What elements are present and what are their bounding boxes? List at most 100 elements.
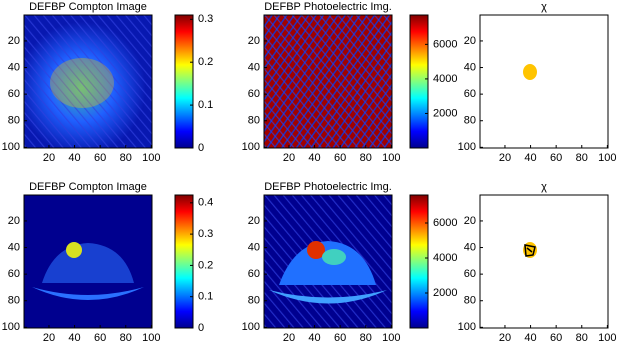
y-tick-label: 20	[464, 215, 476, 227]
x-tick-label: 20	[43, 332, 55, 344]
colorbar	[174, 194, 194, 329]
image-blob	[523, 64, 537, 80]
colorbar-tick-label: 0	[198, 142, 204, 154]
y-tick-label: 80	[248, 115, 260, 127]
x-tick-label: 40	[524, 332, 536, 344]
y-tick-label: 100	[242, 141, 260, 153]
y-tick-label: 100	[2, 141, 20, 153]
image	[24, 15, 152, 148]
x-tick-label: 20	[499, 332, 511, 344]
image-shape	[269, 290, 387, 304]
image	[523, 64, 537, 80]
image-texture	[264, 15, 392, 148]
axes-box	[263, 14, 393, 149]
panel-title: DEFBP Compton Image	[29, 181, 147, 193]
x-tick-label: 60	[94, 332, 106, 344]
y-tick-label: 60	[248, 88, 260, 100]
y-tick-label: 20	[8, 215, 20, 227]
colorbar-tick-label: 0.2	[198, 56, 213, 68]
x-tick-label: 20	[43, 152, 55, 164]
y-tick-label: 80	[464, 295, 476, 307]
x-tick-label: 80	[576, 152, 588, 164]
x-tick-label: 40	[524, 152, 536, 164]
x-tick-label: 40	[308, 332, 320, 344]
y-tick-label: 20	[8, 35, 20, 47]
image-blob	[66, 242, 82, 258]
y-tick-label: 60	[464, 268, 476, 280]
x-tick-label: 40	[68, 332, 80, 344]
y-tick-label: 80	[8, 295, 20, 307]
colorbar-tick-label: 4000	[433, 252, 457, 264]
panel-title: χ	[541, 181, 547, 193]
axes-box	[479, 14, 609, 149]
x-tick-label: 100	[142, 332, 160, 344]
colorbar-tick-label: 0.1	[198, 291, 213, 303]
y-tick-label: 80	[8, 115, 20, 127]
y-tick-label: 40	[8, 61, 20, 73]
x-tick-label: 60	[334, 152, 346, 164]
y-tick-label: 60	[248, 268, 260, 280]
x-tick-label: 100	[382, 152, 400, 164]
colorbar-tick-label: 6000	[433, 38, 457, 50]
x-tick-label: 40	[68, 152, 80, 164]
colorbar-tick-label: 0.3	[198, 228, 213, 240]
image-shape	[32, 287, 144, 300]
colorbar	[409, 14, 429, 149]
colorbar-tick-label: 2000	[433, 107, 457, 119]
image-contour	[524, 244, 536, 257]
x-tick-label: 60	[550, 152, 562, 164]
x-tick-label: 100	[142, 152, 160, 164]
axes-box	[479, 194, 609, 329]
x-tick-label: 60	[94, 152, 106, 164]
colorbar-tick-label: 4000	[433, 73, 457, 85]
x-tick-label: 100	[598, 332, 616, 344]
x-tick-label: 20	[499, 152, 511, 164]
x-tick-label: 20	[283, 332, 295, 344]
axes-box	[263, 194, 393, 329]
image	[264, 195, 392, 328]
colorbar-tick-label: 0.1	[198, 99, 213, 111]
y-tick-label: 60	[464, 88, 476, 100]
y-tick-label: 20	[248, 35, 260, 47]
axes-box	[23, 194, 153, 329]
y-tick-label: 40	[8, 241, 20, 253]
axes-box	[23, 14, 153, 149]
panel-title: DEFBP Compton Image	[29, 1, 147, 13]
x-tick-label: 80	[360, 332, 372, 344]
panel-title: DEFBP Photoelectric Img.	[264, 1, 392, 13]
image	[523, 242, 537, 258]
x-tick-label: 100	[598, 152, 616, 164]
y-tick-label: 80	[464, 115, 476, 127]
y-tick-label: 100	[458, 321, 476, 333]
colorbar-tick-label: 2000	[433, 287, 457, 299]
y-tick-label: 100	[242, 321, 260, 333]
panel-title: DEFBP Photoelectric Img.	[264, 181, 392, 193]
y-tick-label: 80	[248, 295, 260, 307]
colorbar	[409, 194, 429, 329]
image-blob	[307, 241, 325, 259]
image-blob	[322, 249, 346, 265]
y-tick-label: 20	[248, 215, 260, 227]
x-tick-label: 60	[550, 332, 562, 344]
image	[24, 195, 152, 328]
image-shape	[42, 243, 134, 283]
colorbar-tick-label: 0.3	[198, 13, 213, 25]
colorbar	[174, 14, 194, 149]
y-tick-label: 100	[458, 141, 476, 153]
colorbar-tick-label: 6000	[433, 217, 457, 229]
colorbar-tick-label: 0	[198, 322, 204, 334]
y-tick-label: 60	[8, 88, 20, 100]
y-tick-label: 60	[8, 268, 20, 280]
x-tick-label: 100	[382, 332, 400, 344]
x-tick-label: 80	[120, 332, 132, 344]
image-blob	[50, 58, 114, 108]
y-tick-label: 20	[464, 35, 476, 47]
colorbar-tick-label: 0.2	[198, 259, 213, 271]
image	[264, 15, 392, 148]
x-tick-label: 40	[308, 152, 320, 164]
x-tick-label: 20	[283, 152, 295, 164]
x-tick-label: 80	[120, 152, 132, 164]
y-tick-label: 40	[248, 241, 260, 253]
y-tick-label: 40	[464, 241, 476, 253]
x-tick-label: 60	[334, 332, 346, 344]
